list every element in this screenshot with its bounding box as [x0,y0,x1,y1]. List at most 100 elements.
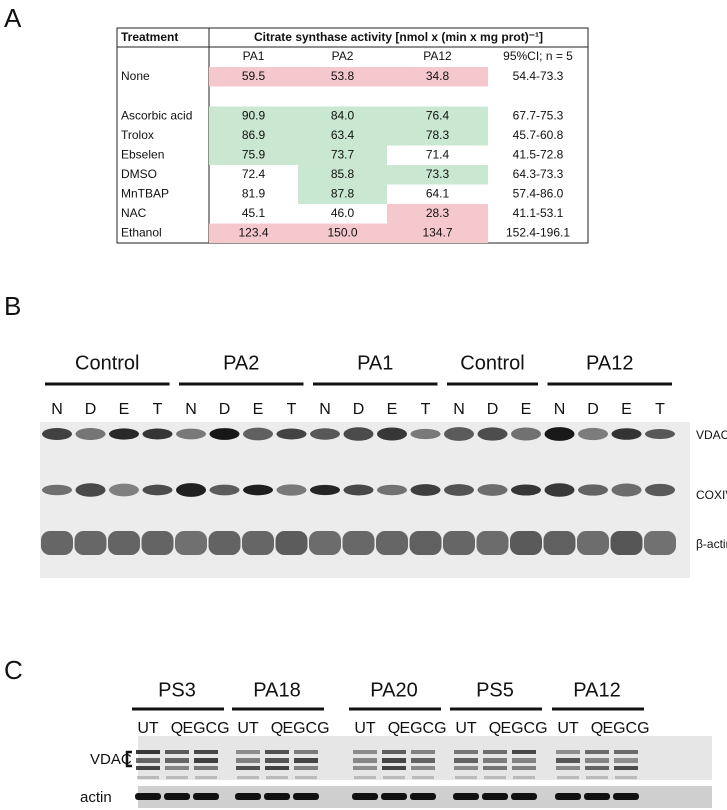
band-coxiv [578,484,608,496]
row-label: Trolox [121,128,154,142]
cell-value: 53.8 [331,69,355,83]
row-label: Ascorbic acid [121,108,192,122]
band-vdac [411,750,435,754]
lane-label: Q [271,720,283,737]
band-vdac [353,758,377,763]
group-label: PA2 [223,352,259,374]
group-label: PA1 [357,352,393,374]
lane-label: UT [237,720,259,737]
band-vdac [109,428,139,440]
lane-label: T [287,401,297,418]
cell-ci: 41.1-53.1 [513,206,564,220]
band-vdac [444,427,474,441]
lane-label: D [219,401,231,418]
band-faint [586,776,608,779]
cell-highlight [209,67,298,87]
band-actin [208,531,241,555]
band-coxiv [511,484,541,496]
cell-ci: 45.7-60.8 [513,128,564,142]
marker-label: actin [80,789,112,806]
cell-value: 85.8 [331,167,355,181]
marker-label: VDAC [696,428,727,442]
lane-label: UT [455,720,477,737]
band-vdac [585,766,609,770]
lane-label: UT [137,720,159,737]
lane-label: N [319,401,331,418]
band-actin [511,793,537,800]
band-coxiv [444,484,474,496]
cell-highlight [387,126,488,146]
band-vdac [645,428,675,440]
lane-label: D [587,401,599,418]
lane-label: T [421,401,431,418]
band-vdac [294,758,318,763]
lane-label: D [487,401,499,418]
cell-highlight [298,145,387,165]
band-actin [275,531,308,555]
band-coxiv [377,484,407,496]
table-subheader: 95%CI; n = 5 [503,49,573,63]
band-vdac [454,750,478,754]
cell-highlight [387,165,488,185]
band-coxiv [176,483,206,497]
cell-highlight [209,126,298,146]
band-vdac [194,766,218,770]
group-label: PS3 [158,679,196,701]
band-actin [141,531,174,555]
cell-highlight [298,106,387,126]
marker-label: β-actin [696,537,727,551]
band-actin [443,531,475,555]
band-vdac [136,766,160,770]
band-actin [613,793,639,800]
group-label: PA20 [370,679,417,701]
band-actin [352,793,378,800]
band-vdac [483,766,507,770]
lane-label: E [253,401,264,418]
cell-ci: 64.3-73.3 [513,167,564,181]
lane-label: EGCG [602,720,649,737]
band-actin [543,531,576,555]
cell-highlight [209,106,298,126]
band-vdac [483,758,507,763]
band-vdac [614,758,638,763]
band-vdac [236,750,260,754]
band-vdac [511,427,541,441]
row-label: NAC [121,206,147,220]
cell-value: 72.4 [242,167,266,181]
band-actin [644,531,676,555]
cell-value: 73.3 [426,167,450,181]
band-actin [309,531,341,555]
band-vdac [294,766,318,770]
band-vdac [614,766,638,770]
band-actin [342,531,375,555]
band-vdac [454,766,478,770]
band-actin [193,793,219,800]
cell-ci: 57.4-86.0 [513,186,564,200]
table-subheader: PA12 [423,49,452,63]
lane-label: Q [489,720,501,737]
cell-value: 90.9 [242,108,266,122]
band-actin [164,793,190,800]
group-label: Control [75,352,139,374]
band-faint [237,776,259,779]
band-actin [476,531,509,555]
band-vdac [411,766,435,770]
band-vdac [585,750,609,754]
row-label: Ebselen [121,147,164,161]
band-vdac [142,428,173,440]
band-vdac [512,766,536,770]
cell-value: 134.7 [422,225,452,239]
band-vdac [176,428,206,440]
band-coxiv [645,483,675,497]
band-faint [195,776,217,779]
band-vdac [512,750,536,754]
panel-label: A [4,3,22,33]
band-vdac [165,750,189,754]
cell-value: 34.8 [426,69,450,83]
lane-label: EGCG [282,720,329,737]
band-vdac [544,427,575,441]
band-coxiv [477,484,508,496]
band-actin [577,531,609,555]
band-actin [108,531,140,555]
